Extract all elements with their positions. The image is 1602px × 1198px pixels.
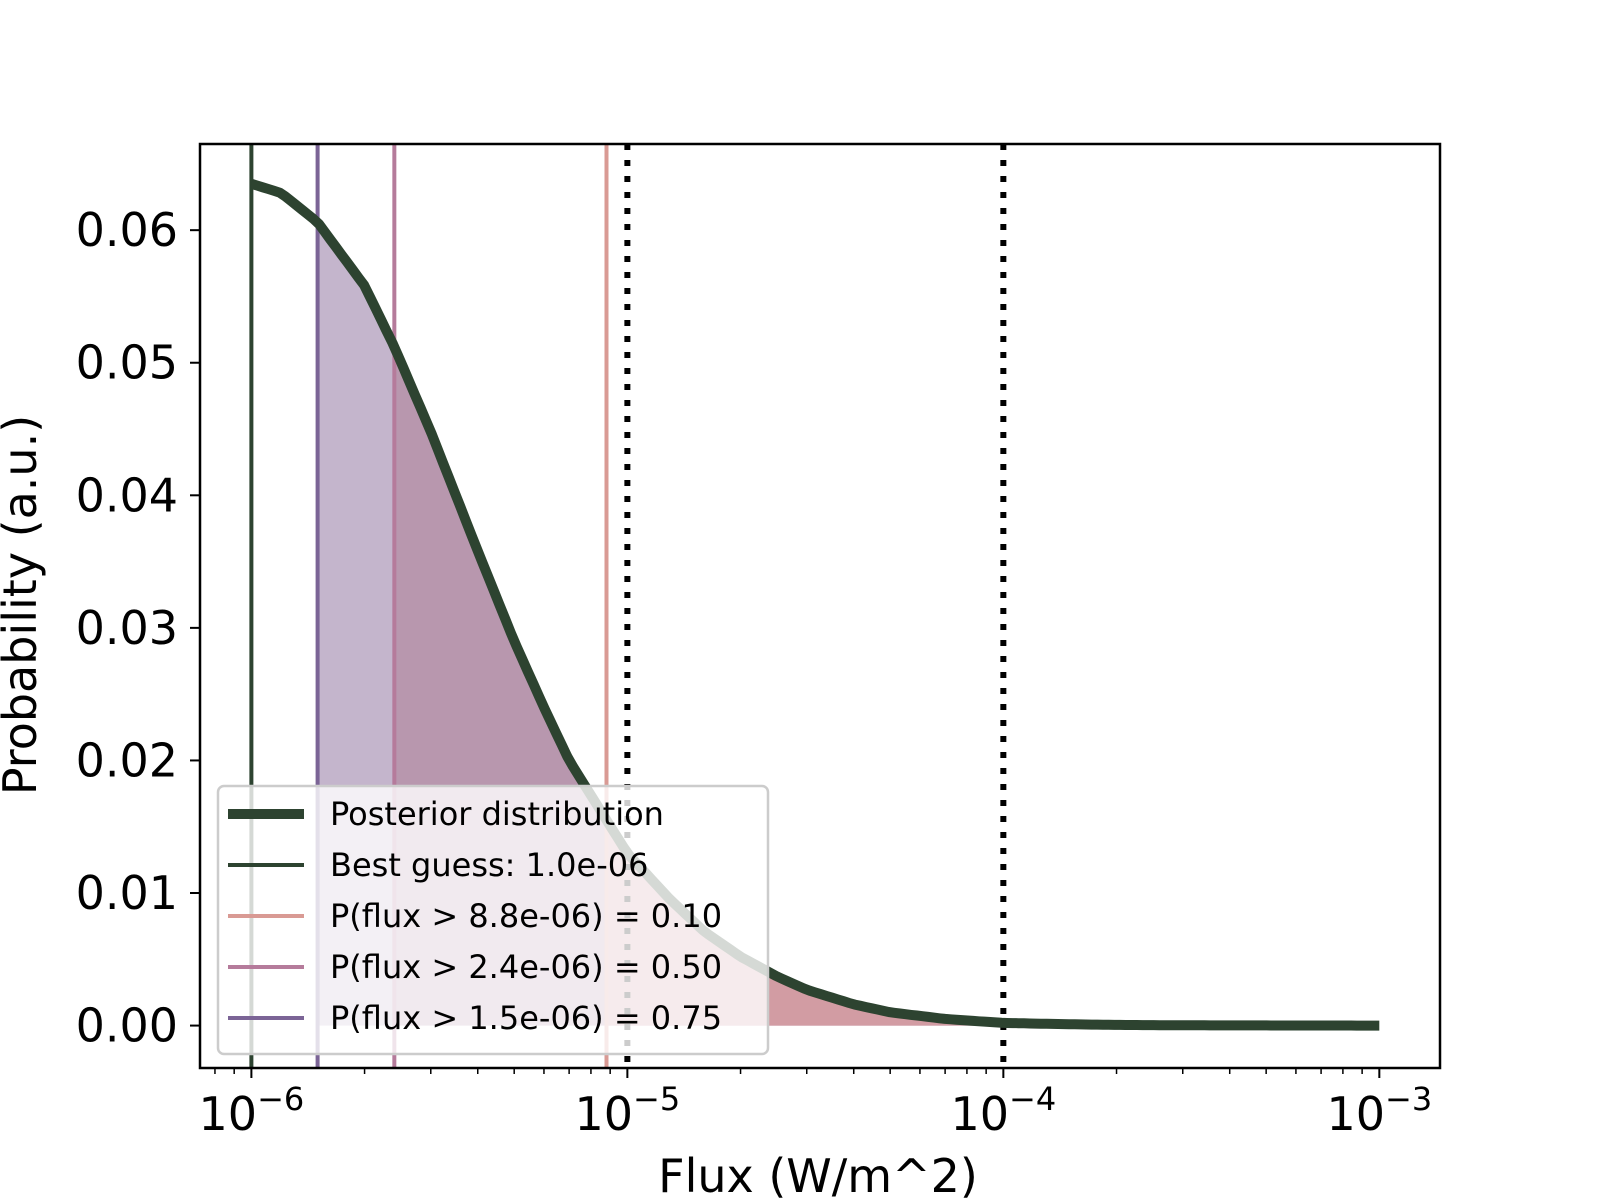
legend-label-2: Best guess: 1.0e-06 <box>330 846 648 884</box>
y-tick-label-1: 0.01 <box>76 866 178 920</box>
x-tick-label-3: 10−3 <box>1326 1080 1432 1141</box>
y-tick-label-3: 0.03 <box>76 601 178 655</box>
x-tick-label-1: 10−5 <box>575 1080 681 1141</box>
posterior-curve-layer <box>249 179 1380 1031</box>
legend-label-3: P(flux > 8.8e-06) = 0.10 <box>330 897 722 935</box>
y-tick-label-4: 0.04 <box>76 468 178 522</box>
legend: Posterior distribution Best guess: 1.0e-0… <box>216 784 770 1056</box>
legend-label-4: P(flux > 2.4e-06) = 0.50 <box>330 948 722 986</box>
y-tick-label-6: 0.06 <box>76 203 178 257</box>
axis-ticks: 0.00 0.01 0.02 0.03 0.04 0.05 0.06 10−6 10−5 10−4… <box>76 203 1433 1141</box>
y-tick-label-2: 0.02 <box>76 733 178 787</box>
y-tick-label-5: 0.05 <box>76 336 178 390</box>
y-axis-label: Probability (a.u.) <box>0 415 47 795</box>
posterior-curve <box>249 179 1380 1031</box>
legend-label-1: Posterior distribution <box>330 795 664 833</box>
plot-frame <box>198 142 1442 1070</box>
axes-frame <box>198 142 1442 1070</box>
legend-label-5: P(flux > 1.5e-06) = 0.75 <box>330 999 722 1037</box>
y-tick-label-0: 0.00 <box>76 999 178 1053</box>
x-tick-label-0: 10−6 <box>199 1080 305 1141</box>
x-tick-label-2: 10−4 <box>950 1080 1056 1141</box>
x-axis-label: Flux (W/m^2) <box>658 1149 978 1198</box>
legend-box <box>216 784 770 1056</box>
